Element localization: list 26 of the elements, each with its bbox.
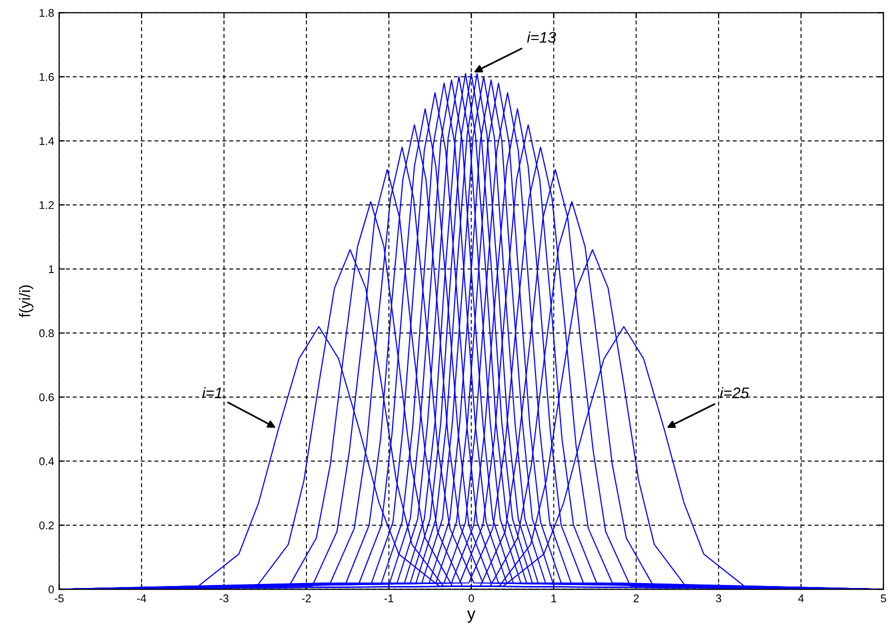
x-tick-label: 0 xyxy=(468,594,474,602)
x-tick-label: -1 xyxy=(384,594,394,602)
x-tick-label: -5 xyxy=(54,594,64,602)
x-tick-label: 2 xyxy=(634,594,639,602)
y-tick-label: 0.6 xyxy=(39,393,54,402)
y-tick-label: 0.8 xyxy=(39,329,54,338)
annotation: i=1 xyxy=(202,387,222,398)
x-tick-label: 1 xyxy=(551,594,556,602)
x-tick-label: 5 xyxy=(880,594,886,602)
y-tick-label: 1.8 xyxy=(40,8,54,17)
x-tick-label: -3 xyxy=(220,594,228,602)
y-tick-label: 1.4 xyxy=(40,137,54,145)
x-tick-label: 4 xyxy=(798,594,804,602)
y-tick-label: 0.2 xyxy=(39,521,54,530)
x-tick-label: 3 xyxy=(716,594,722,602)
y-tick-label: 1 xyxy=(48,265,54,273)
y-axis-title: f(yi/i) xyxy=(19,285,34,318)
y-tick-label: 1.2 xyxy=(40,201,54,209)
annotation: i=13 xyxy=(527,32,556,43)
annotation: i=25 xyxy=(720,387,750,398)
y-tick-label: 1.6 xyxy=(40,73,54,81)
x-tick-label: -4 xyxy=(137,594,146,602)
x-tick-label: -2 xyxy=(302,594,311,602)
y-tick-label: 0 xyxy=(48,586,54,594)
y-tick-label: 0.4 xyxy=(39,457,54,466)
x-axis-title: y xyxy=(467,610,476,623)
